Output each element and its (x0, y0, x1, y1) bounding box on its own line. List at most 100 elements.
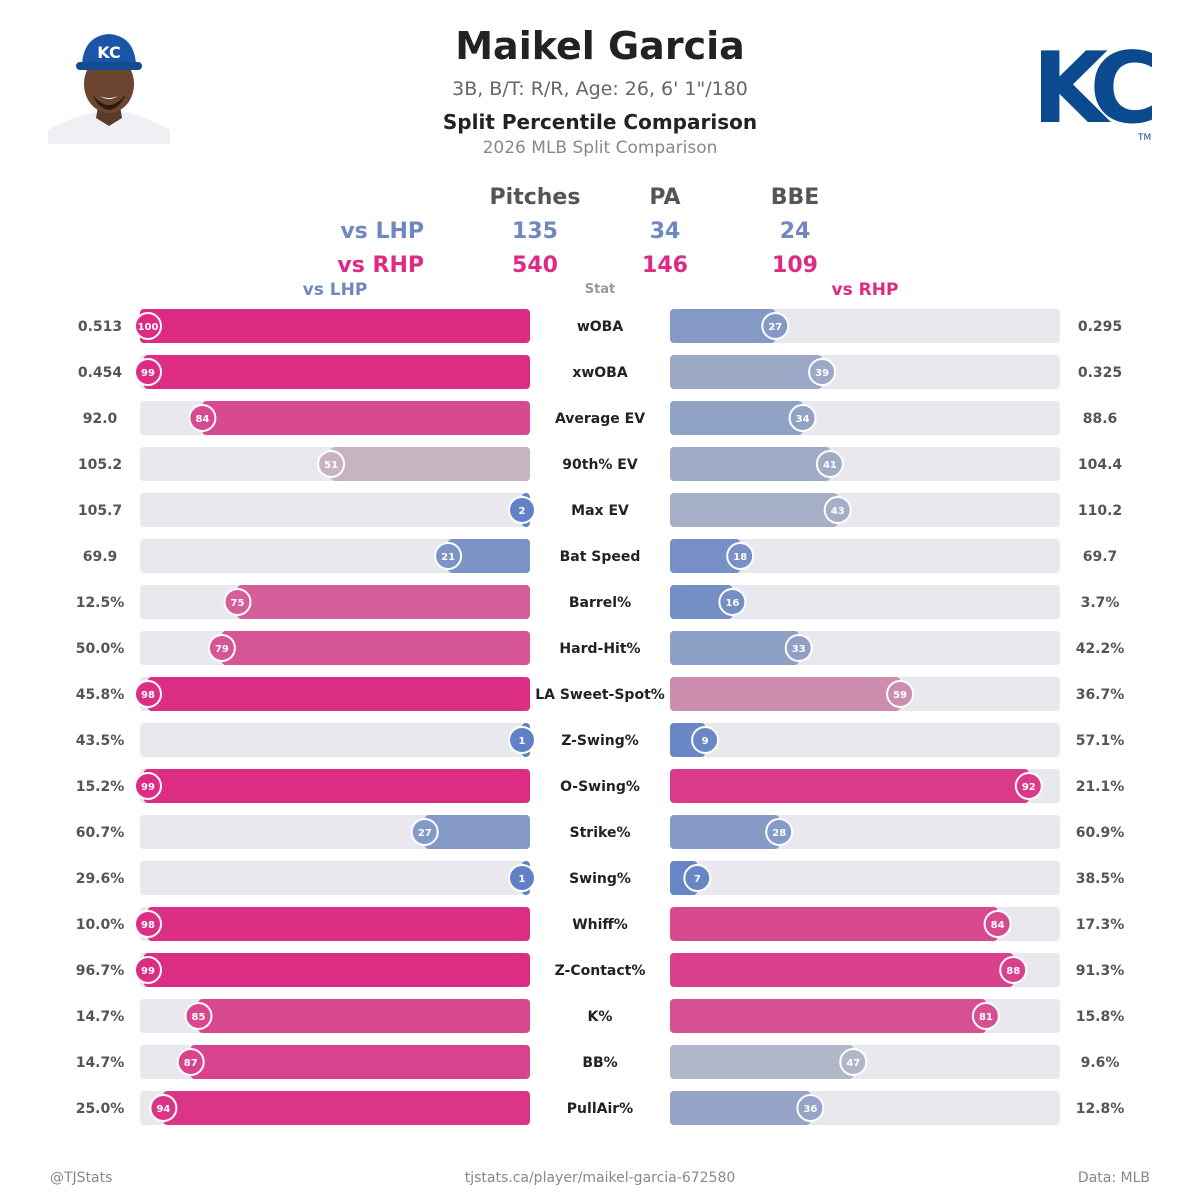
footer-handle: @TJStats (50, 1170, 113, 1186)
percentile-rhp-pullair: 36 (803, 1104, 817, 1115)
percentile-lhp-pullair: 94 (156, 1104, 170, 1115)
stat-label-xwoba: xwOBA (572, 365, 628, 381)
summary-header-pa: PA (649, 185, 681, 210)
summary-rhp-bbe: 109 (772, 253, 818, 278)
percentile-rhp-barrel: 16 (725, 598, 739, 609)
bar-lhp-barrel (237, 585, 530, 619)
footer-url[interactable]: tjstats.ca/player/maikel-garcia-672580 (464, 1170, 736, 1186)
stat-label-bat-speed: Bat Speed (560, 549, 641, 565)
value-rhp-z-contact: 91.3% (1076, 963, 1125, 979)
value-rhp-o-swing: 21.1% (1076, 779, 1125, 795)
value-lhp-hard-hit: 50.0% (76, 641, 125, 657)
marker-lhp-whiff (134, 910, 162, 938)
summary-label-rhp: vs RHP (337, 253, 424, 278)
percentile-rhp-xwoba: 39 (815, 368, 829, 379)
marker-rhp-z-contact (999, 956, 1028, 984)
percentile-lhp-barrel: 75 (231, 598, 245, 609)
bar-rhp-bb (670, 1045, 854, 1079)
bar-rhp-hard-hit (670, 631, 799, 665)
percentile-lhp-hard-hit: 79 (215, 644, 229, 655)
value-rhp-pullair: 12.8% (1076, 1101, 1125, 1117)
percentile-lhp-whiff: 98 (141, 920, 155, 931)
value-lhp-z-contact: 96.7% (76, 963, 125, 979)
bar-lhp-la-sweet-spot (147, 677, 531, 711)
percentile-rhp-o-swing: 92 (1022, 782, 1036, 793)
percentile-rhp-bat-speed: 18 (733, 552, 747, 563)
value-lhp-woba: 0.513 (78, 319, 122, 335)
percentile-lhp-k: 85 (192, 1012, 206, 1023)
percentile-rhp-la-sweet-spot: 59 (893, 690, 907, 701)
bar-lhp-k (198, 999, 530, 1033)
bar-lhp-90th-ev (331, 447, 530, 481)
bar-rhp-pullair (670, 1091, 811, 1125)
value-rhp-k: 15.8% (1076, 1009, 1125, 1025)
track-rhp-barrel (670, 585, 1060, 619)
percentile-rhp-bb: 47 (846, 1058, 860, 1069)
value-lhp-o-swing: 15.2% (76, 779, 125, 795)
value-rhp-bat-speed: 69.7 (1083, 549, 1118, 565)
value-lhp-pullair: 25.0% (76, 1101, 125, 1117)
value-rhp-z-swing: 57.1% (1076, 733, 1125, 749)
player-info: 3B, B/T: R/R, Age: 26, 6' 1"/180 (452, 78, 748, 100)
bar-lhp-whiff (147, 907, 531, 941)
stat-label-max-ev: Max EV (571, 503, 629, 519)
bar-rhp-la-sweet-spot (670, 677, 901, 711)
bar-rhp-strike (670, 815, 780, 849)
percentile-lhp-la-sweet-spot: 98 (141, 690, 155, 701)
percentile-lhp-90th-ev: 51 (324, 460, 338, 471)
marker-lhp-k (184, 1002, 213, 1030)
bar-lhp-woba (140, 309, 530, 343)
value-lhp-whiff: 10.0% (76, 917, 125, 933)
value-rhp-woba: 0.295 (1078, 319, 1122, 335)
percentile-lhp-woba: 100 (138, 322, 159, 333)
stat-label-swing: Swing% (569, 871, 631, 887)
bar-lhp-hard-hit (221, 631, 530, 665)
percentile-lhp-z-contact: 99 (141, 966, 155, 977)
percentile-lhp-bb: 87 (184, 1058, 198, 1069)
track-rhp-z-swing (670, 723, 1060, 757)
value-rhp-bb: 9.6% (1081, 1055, 1120, 1071)
bar-rhp-k (670, 999, 986, 1033)
value-rhp-max-ev: 110.2 (1078, 503, 1122, 519)
marker-lhp-swing (508, 864, 536, 892)
stat-label-barrel: Barrel% (569, 595, 631, 611)
stat-label-o-swing: O-Swing% (560, 779, 640, 795)
value-lhp-k: 14.7% (76, 1009, 125, 1025)
player-name: Maikel Garcia (455, 24, 745, 68)
stat-label-hard-hit: Hard-Hit% (559, 641, 640, 657)
value-lhp-z-swing: 43.5% (76, 733, 125, 749)
stat-label-90th-ev: 90th% EV (562, 457, 638, 473)
marker-lhp-average-ev (188, 404, 217, 432)
percentile-lhp-max-ev: 2 (519, 506, 526, 517)
marker-lhp-woba (134, 312, 162, 340)
stat-label-pullair: PullAir% (567, 1101, 633, 1117)
bar-rhp-barrel (670, 585, 733, 619)
marker-rhp-pullair (796, 1094, 825, 1122)
marker-lhp-o-swing (134, 772, 162, 800)
value-rhp-swing: 38.5% (1076, 871, 1125, 887)
percentile-rhp-average-ev: 34 (796, 414, 810, 425)
value-lhp-xwoba: 0.454 (78, 365, 123, 381)
bar-rhp-bat-speed (670, 539, 741, 573)
percentile-lhp-strike: 27 (418, 828, 432, 839)
marker-lhp-z-swing (508, 726, 536, 754)
marker-lhp-strike (410, 818, 439, 846)
track-rhp-bat-speed (670, 539, 1060, 573)
marker-lhp-la-sweet-spot (134, 680, 162, 708)
stat-label-z-contact: Z-Contact% (555, 963, 646, 979)
percentile-lhp-xwoba: 99 (141, 368, 155, 379)
bar-lhp-bat-speed (448, 539, 530, 573)
bar-rhp-90th-ev (670, 447, 830, 481)
summary-lhp-pa: 34 (649, 219, 681, 244)
value-rhp-la-sweet-spot: 36.7% (1076, 687, 1125, 703)
value-lhp-bat-speed: 69.9 (83, 549, 118, 565)
marker-rhp-o-swing (1014, 772, 1043, 800)
marker-rhp-max-ev (823, 496, 852, 524)
value-lhp-la-sweet-spot: 45.8% (76, 687, 125, 703)
summary-header-pitches: Pitches (489, 185, 581, 210)
bar-rhp-xwoba (670, 355, 823, 389)
stat-label-la-sweet-spot: LA Sweet-Spot% (535, 687, 665, 703)
marker-rhp-hard-hit (784, 634, 813, 662)
value-rhp-hard-hit: 42.2% (1076, 641, 1125, 657)
marker-lhp-barrel (223, 588, 252, 616)
